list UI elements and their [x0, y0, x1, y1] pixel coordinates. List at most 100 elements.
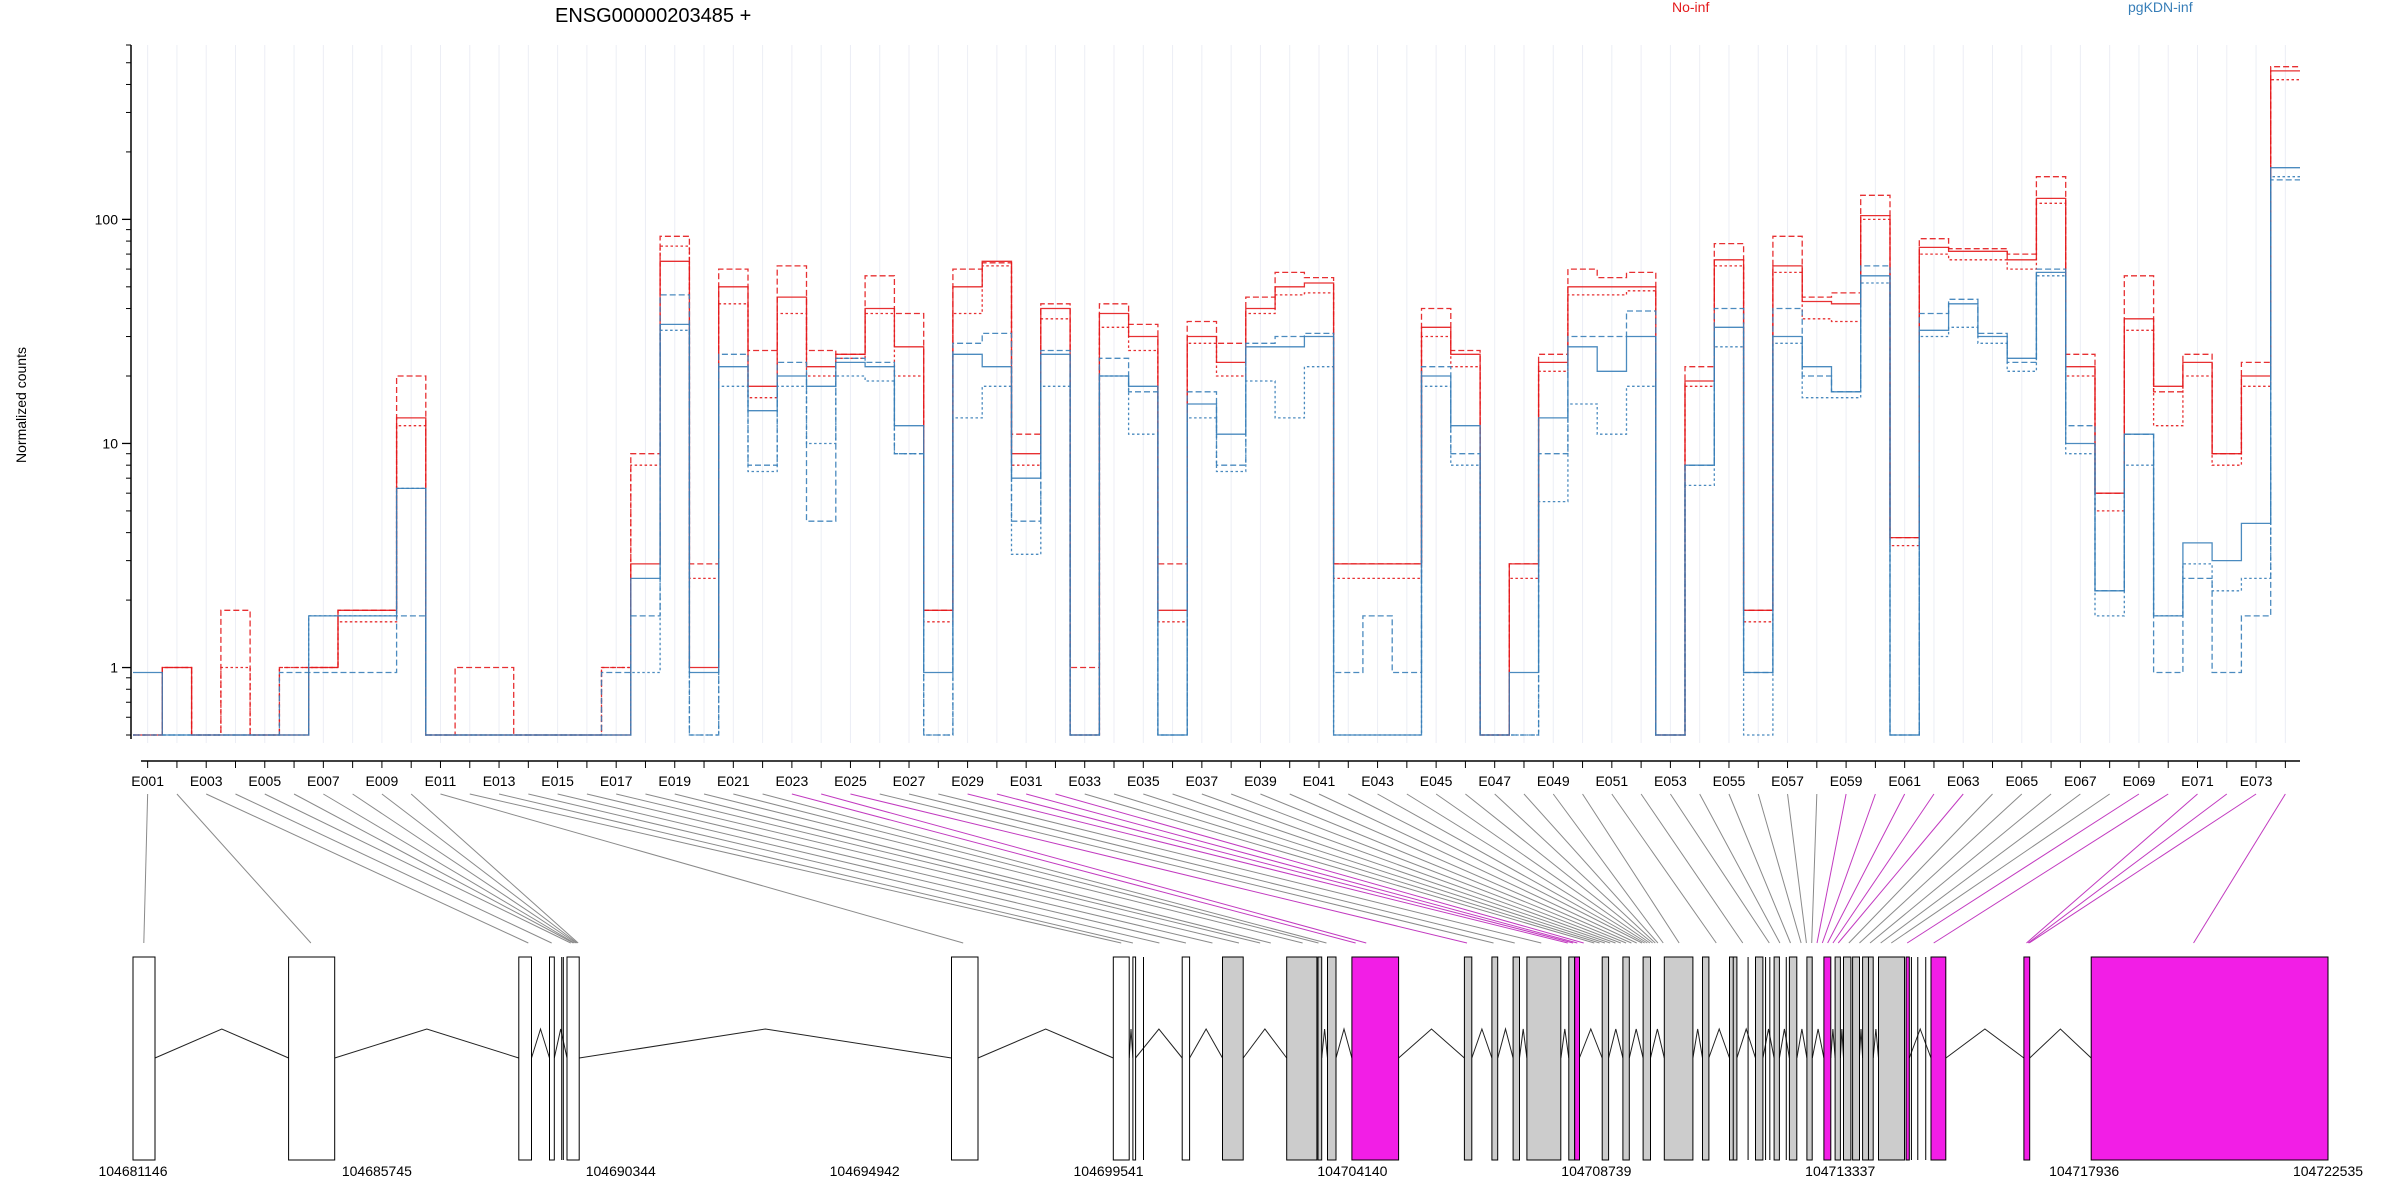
exon-box [2023, 956, 2031, 1161]
x-tick-label: E001 [131, 773, 164, 789]
exon-connector [1787, 793, 1807, 944]
exon-connector-lines [143, 793, 2286, 944]
x-tick-label: E011 [425, 773, 457, 789]
x-tick-label: E055 [1713, 773, 1746, 789]
intron-line [1608, 1028, 1624, 1059]
exon-connector [703, 793, 1303, 944]
x-tick-label: E025 [834, 773, 867, 789]
exon-box [1905, 956, 1910, 1161]
exon-connector [674, 793, 1271, 944]
exon-box [1642, 956, 1651, 1161]
exon-connector [1201, 793, 1616, 944]
exon-connector [1552, 793, 1664, 944]
exon-connector [528, 793, 1160, 944]
exon-connector [1757, 793, 1802, 944]
exon-box [518, 956, 532, 1161]
x-tick-label: E035 [1127, 773, 1160, 789]
exon-connector [440, 793, 964, 944]
x-tick-label: E015 [541, 773, 574, 789]
intron-line [1692, 1028, 1703, 1059]
x-tick-label: E029 [951, 773, 984, 789]
exon-connector [1699, 793, 1781, 944]
exon-connector [235, 793, 552, 944]
exon-connector [1832, 793, 1935, 944]
chart-title: ENSG00000203485 + [555, 5, 751, 27]
exon-connector [498, 793, 1134, 944]
intron-line [1578, 1027, 1603, 1059]
intron-line [1839, 1028, 1844, 1059]
genomic-coordinate-label: 104690344 [586, 1163, 656, 1179]
intron-line [1762, 1028, 1775, 1059]
exon-box [951, 956, 979, 1161]
x-tick-label: E041 [1303, 773, 1336, 789]
exon-connector [1880, 793, 2081, 944]
exon-connector [645, 793, 1261, 944]
intron-line [1398, 1028, 1465, 1059]
intron-line [531, 1027, 550, 1059]
exon-box [288, 956, 336, 1161]
series-lines [133, 66, 2300, 736]
exon-connector [1113, 793, 1600, 944]
x-tick-label: E007 [307, 773, 340, 789]
exon-box [1823, 956, 1832, 1161]
exon-connector [1582, 793, 1680, 944]
y-tick-label: 1 [110, 660, 118, 676]
legend-label-no-inf: No-inf [1672, 0, 1709, 15]
exon-box [1862, 956, 1874, 1161]
exon-connector [1494, 793, 1656, 944]
exon-connector [586, 793, 1213, 944]
intron-line [1128, 1028, 1134, 1059]
intron-line [1872, 1028, 1879, 1059]
intron-line [334, 1028, 519, 1059]
exon-connector [176, 793, 312, 944]
x-tick-label: E053 [1654, 773, 1687, 789]
exon-connector [1143, 793, 1606, 944]
intron-line [154, 1028, 289, 1059]
x-tick-label: E073 [2240, 773, 2273, 789]
exon-connector [938, 793, 1542, 944]
exon-connector [143, 793, 149, 944]
exon-box [132, 956, 156, 1161]
exon-connector [1669, 793, 1770, 944]
exon-box [1181, 956, 1191, 1161]
genomic-coordinate-label: 104681146 [98, 1163, 167, 1179]
exon-connector [1859, 793, 2023, 944]
intron-line [1796, 1028, 1808, 1059]
exon-box [1317, 956, 1323, 1161]
exon-box [1702, 956, 1710, 1161]
exon-connector [967, 793, 1568, 944]
intron-line [1335, 1027, 1353, 1059]
exon-connector [1611, 793, 1717, 944]
exon-box [1852, 956, 1860, 1161]
exon-connector [1640, 793, 1744, 944]
intron-line [1811, 1028, 1825, 1059]
exon-connector [1377, 793, 1645, 944]
intron-line [1736, 1027, 1756, 1059]
x-tick-label: E023 [776, 773, 809, 789]
intron-line [1778, 1028, 1790, 1059]
exon-box [1327, 956, 1337, 1161]
x-tick-label: E033 [1068, 773, 1101, 789]
exon-connector [1890, 793, 2110, 944]
genomic-coordinate-label: 104685745 [342, 1163, 412, 1179]
x-tick-label: E037 [1186, 773, 1219, 789]
exon-box [1491, 956, 1499, 1161]
exon-connector [352, 793, 577, 944]
exon-box [1878, 956, 1905, 1161]
intron-line [1830, 1028, 1836, 1059]
exon-box [1806, 956, 1813, 1161]
exon-box [1512, 956, 1520, 1161]
exon-box [1526, 956, 1562, 1161]
exon-box [1755, 956, 1764, 1161]
exon-connector [410, 793, 579, 944]
exon-connector [1869, 793, 2052, 944]
intron-line [1708, 1027, 1730, 1059]
x-axis: E001 E003 E005 E007 E009 E011 E013 E015 E017 E019… [131, 760, 2300, 789]
exon-connector [1821, 793, 1876, 944]
genomic-coordinate-label: 104699541 [1074, 1163, 1144, 1179]
exon-connector [791, 793, 1356, 944]
x-tick-label: E027 [893, 773, 926, 789]
exon-box [1601, 956, 1610, 1161]
exon-box [1930, 956, 1947, 1161]
